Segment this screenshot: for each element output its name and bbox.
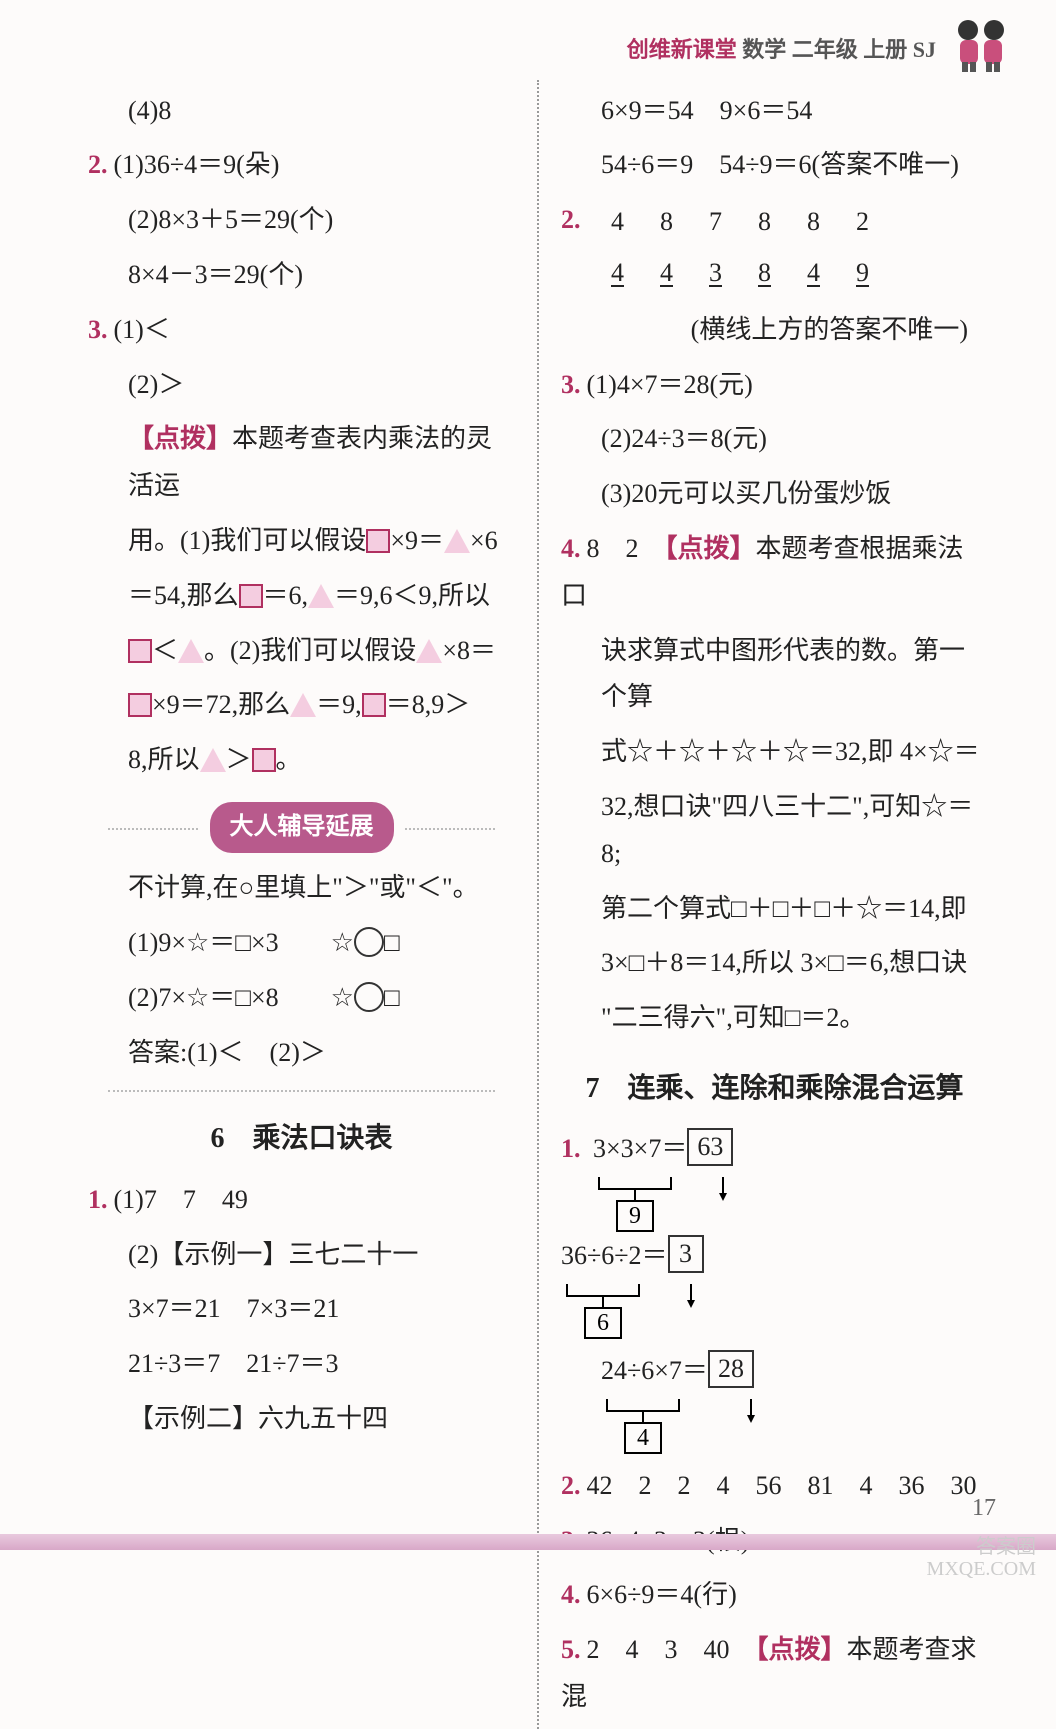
r-r1: 6×9＝54 9×6＝54 xyxy=(561,88,988,135)
page-header: 创维新课堂 数学 二年级 上册 SJ xyxy=(0,0,1056,80)
bracket-icon: 9 xyxy=(593,1173,763,1233)
l-db4: ＜。(2)我们可以假设×8＝ xyxy=(88,628,515,675)
r-q4-4: 32,想口诀"四八三十二",可知☆＝8; xyxy=(561,784,988,878)
triangle-icon xyxy=(444,529,470,553)
r-q4-5: 第二个算式□＋□＋□＋☆＝14,即 xyxy=(561,886,988,933)
l-db1: 【点拨】本题考查表内乘法的灵活运 xyxy=(88,416,515,510)
r-q4-6: 3×□＋8＝14,所以 3×□＝6,想口诀 xyxy=(561,940,988,987)
watermark: 答案圈 MXQE.COM xyxy=(927,1536,1036,1580)
l-q2b: (2)8×3＋5＝29(个) xyxy=(88,197,515,244)
eq1: 3×3×7＝63 9 xyxy=(593,1126,763,1233)
left-column: (4)8 2.(1)36÷4＝9(朵) (2)8×3＋5＝29(个) 8×4－3… xyxy=(70,80,533,1729)
r-q4-1: 4.8 2 【点拨】本题考查根据乘法口 xyxy=(561,526,988,620)
r-r2: 54÷6＝9 54÷9＝6(答案不唯一) xyxy=(561,142,988,189)
s7-2: 2.42 2 2 4 56 81 4 36 30 xyxy=(561,1463,988,1510)
bracket-icon: 4 xyxy=(601,1395,791,1455)
square-icon xyxy=(366,529,390,553)
r-q3a: 3.(1)4×7＝28(元) xyxy=(561,362,988,409)
l-db2: 用。(1)我们可以假设×9＝×6 xyxy=(88,518,515,565)
q2-note: (横线上方的答案不唯一) xyxy=(561,307,988,354)
svg-text:9: 9 xyxy=(629,1203,641,1229)
s6-1a: 1.(1)7 7 49 xyxy=(88,1177,515,1224)
svg-text:4: 4 xyxy=(637,1425,649,1451)
s6-1c: 3×7＝21 7×3＝21 xyxy=(88,1286,515,1333)
s7-4: 4.6×6÷9＝4(行) xyxy=(561,1572,988,1619)
section-7-title: 7 连乘、连除和乘除混合运算 xyxy=(561,1064,988,1114)
l-db3: ＝54,那么＝6,＝9,6＜9,所以 xyxy=(88,573,515,620)
q2-table: 4 8 7 8 8 2 4 4 3 8 4 9 xyxy=(593,197,887,299)
page-number: 17 xyxy=(972,1487,996,1530)
r-q3b: (2)24÷3＝8(元) xyxy=(561,416,988,463)
l-q3b: (2)＞ xyxy=(88,362,515,409)
ex-ans: 答案:(1)＜ (2)＞ xyxy=(88,1030,515,1077)
s7-5: 5.2 4 3 40 【点拨】本题考查求混 xyxy=(561,1627,988,1721)
header-rest: 数学 二年级 上册 SJ xyxy=(737,37,936,62)
s6-1d: 21÷3＝7 21÷7＝3 xyxy=(88,1341,515,1388)
l-r1: (4)8 xyxy=(88,88,515,135)
q2-row-top: 4 8 7 8 8 2 xyxy=(593,197,887,248)
r-q4-7: "二三得六",可知□＝2。 xyxy=(561,995,988,1042)
page-body: (4)8 2.(1)36÷4＝9(朵) (2)8×3＋5＝29(个) 8×4－3… xyxy=(0,80,1056,1729)
mascot-icon xyxy=(946,12,1016,102)
s6-1e: 【示例二】六九五十四 xyxy=(88,1396,515,1443)
l-db5: ×9＝72,那么＝9,＝8,9＞ xyxy=(88,682,515,729)
l-q2a: 2.(1)36÷4＝9(朵) xyxy=(88,142,515,189)
oval-title: 大人辅导延展 xyxy=(88,802,515,853)
right-column: 6×9＝54 9×6＝54 54÷6＝9 54÷9＝6(答案不唯一) 2. 4 … xyxy=(543,80,1006,1729)
s6-1b: (2)【示例一】三七二十一 xyxy=(88,1232,515,1279)
svg-text:6: 6 xyxy=(597,1310,609,1336)
dot-separator xyxy=(108,1090,495,1092)
brand: 创维新课堂 xyxy=(627,37,737,62)
eq2: 36÷6÷2＝3 6 xyxy=(561,1233,731,1340)
ex1: (1)9×☆＝□×3 ☆□ xyxy=(88,920,515,967)
column-divider xyxy=(537,80,539,1729)
l-db6: 8,所以＞。 xyxy=(88,737,515,784)
ex2: (2)7×☆＝□×8 ☆□ xyxy=(88,975,515,1022)
eq3: 24÷6×7＝28 4 xyxy=(601,1348,791,1455)
footer-bar xyxy=(0,1534,1056,1550)
l-q2c: 8×4－3＝29(个) xyxy=(88,252,515,299)
s7-1b: 24÷6×7＝28 4 xyxy=(561,1348,988,1455)
r-q3c: (3)20元可以买几份蛋炒饭 xyxy=(561,471,988,518)
bracket-icon: 6 xyxy=(561,1280,731,1340)
r-q2: 2. 4 8 7 8 8 2 4 4 3 8 4 9 xyxy=(561,197,988,299)
section-6-title: 6 乘法口诀表 xyxy=(88,1114,515,1164)
s7-1: 1. 3×3×7＝63 9 36÷6÷2＝3 xyxy=(561,1126,988,1340)
r-q4-2: 诀求算式中图形代表的数。第一个算 xyxy=(561,628,988,722)
l-q3a: 3.(1)＜ xyxy=(88,307,515,354)
circle-icon xyxy=(354,927,384,957)
r-q4-3: 式☆＋☆＋☆＋☆＝32,即 4×☆＝ xyxy=(561,729,988,776)
q2-row-bot: 4 4 3 8 4 9 xyxy=(593,248,887,299)
ex-intro: 不计算,在○里填上"＞"或"＜"。 xyxy=(88,865,515,912)
